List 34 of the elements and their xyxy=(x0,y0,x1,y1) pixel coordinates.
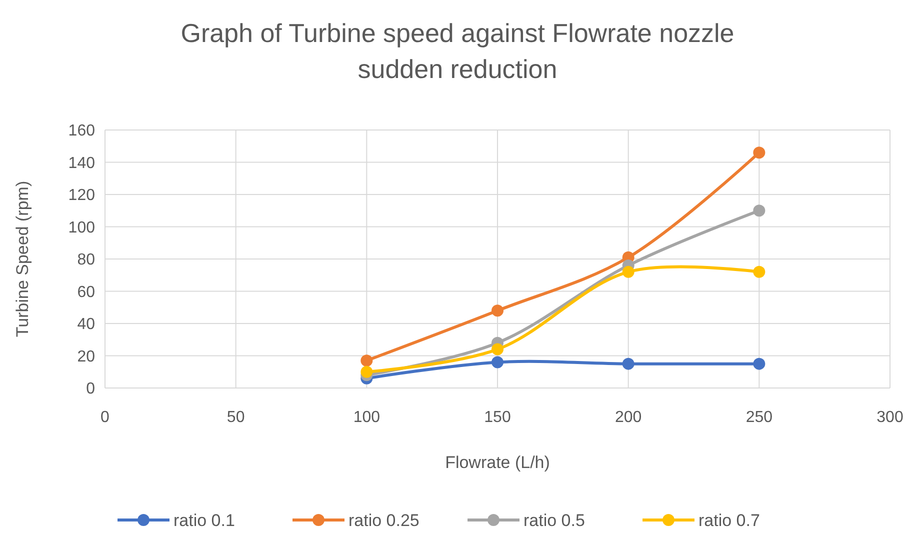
point xyxy=(360,366,373,378)
x-tick-label: 100 xyxy=(353,409,380,426)
legend-label: ratio 0.1 xyxy=(174,510,235,530)
y-tick-label: 40 xyxy=(77,316,96,334)
y-tick-label: 100 xyxy=(68,219,96,236)
legend-label: ratio 0.7 xyxy=(698,510,760,530)
chart-title: Graph of Turbine speed against Flowrate nozzle sudden reduction xyxy=(180,18,734,84)
point xyxy=(492,356,504,368)
x-axis-title: Flowrate (L/h) xyxy=(445,453,550,472)
point xyxy=(622,358,634,370)
legend-label: ratio 0.25 xyxy=(348,510,420,530)
x-tick-label: 250 xyxy=(746,409,773,426)
y-tick-label: 0 xyxy=(86,380,96,398)
point xyxy=(492,343,504,356)
point xyxy=(622,266,634,278)
point xyxy=(753,204,766,217)
legend-label: ratio 0.5 xyxy=(524,510,585,530)
point xyxy=(753,358,766,370)
y-tick-label: 60 xyxy=(77,284,96,301)
y-tick-label: 160 xyxy=(68,122,96,140)
y-tick-label: 20 xyxy=(77,348,96,366)
x-tick-label: 0 xyxy=(100,409,110,426)
point xyxy=(753,266,766,278)
x-tick-label: 200 xyxy=(614,409,642,426)
y-axis-title: Turbine Speed (rpm) xyxy=(13,180,32,338)
x-tick-label: 150 xyxy=(484,409,511,426)
x-tick-label: 300 xyxy=(876,409,904,426)
point xyxy=(492,304,504,317)
y-tick-label: 120 xyxy=(68,187,96,204)
x-tick-label: 50 xyxy=(226,409,245,426)
point xyxy=(360,354,373,367)
point xyxy=(753,146,766,159)
y-tick-label: 140 xyxy=(68,154,96,172)
y-tick-label: 80 xyxy=(77,252,96,269)
